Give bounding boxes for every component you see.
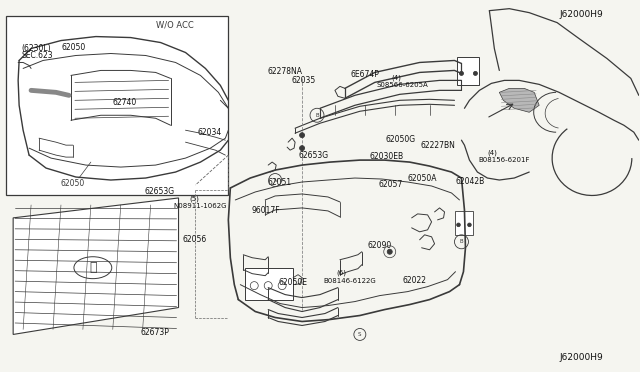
Text: 62050A: 62050A: [408, 174, 438, 183]
Text: (4): (4): [487, 150, 497, 156]
Text: B08146-6122G: B08146-6122G: [323, 278, 376, 283]
Text: (6): (6): [336, 270, 346, 276]
Text: B: B: [460, 239, 463, 244]
Circle shape: [474, 71, 477, 76]
Text: 62653G: 62653G: [145, 187, 175, 196]
Text: 62042B: 62042B: [455, 177, 484, 186]
Text: 62057: 62057: [379, 180, 403, 189]
Text: 62056: 62056: [183, 235, 207, 244]
Text: (6230L): (6230L): [22, 44, 51, 52]
Circle shape: [457, 223, 460, 227]
Circle shape: [300, 146, 305, 151]
Text: 62673P: 62673P: [140, 328, 169, 337]
Text: 62050G: 62050G: [385, 135, 415, 144]
Text: 62090: 62090: [368, 241, 392, 250]
Text: 62035: 62035: [291, 76, 316, 85]
Text: J62000H9: J62000H9: [559, 353, 603, 362]
Text: B08156-6201F: B08156-6201F: [478, 157, 530, 163]
Circle shape: [460, 71, 463, 76]
Circle shape: [387, 249, 392, 254]
Bar: [245, 268, 293, 299]
Text: 96017F: 96017F: [251, 206, 280, 215]
Bar: [456, 211, 474, 235]
Text: 6E674P: 6E674P: [351, 70, 380, 79]
Bar: [6, 16, 228, 195]
Polygon shape: [13, 198, 179, 334]
Text: J62000H9: J62000H9: [559, 10, 603, 19]
Text: (5): (5): [189, 196, 199, 202]
Text: SEC.623: SEC.623: [22, 51, 53, 60]
Text: (4): (4): [392, 74, 401, 81]
Text: N08911-1062G: N08911-1062G: [173, 203, 227, 209]
Text: S: S: [358, 332, 362, 337]
Text: 62278NA: 62278NA: [268, 67, 303, 76]
Text: 62653G: 62653G: [299, 151, 329, 160]
Text: 62227BN: 62227BN: [420, 141, 456, 150]
Text: 62034: 62034: [198, 128, 222, 137]
Circle shape: [468, 223, 471, 227]
Text: 62050: 62050: [61, 179, 85, 187]
Text: W/O ACC: W/O ACC: [156, 20, 193, 30]
Text: 62050E: 62050E: [278, 278, 308, 287]
Text: B: B: [315, 113, 319, 118]
Text: 62022: 62022: [403, 276, 427, 285]
Text: 62740: 62740: [113, 98, 137, 107]
Text: 62051: 62051: [268, 178, 292, 187]
Text: ⬦: ⬦: [89, 261, 97, 274]
Polygon shape: [499, 89, 539, 112]
Text: N: N: [273, 177, 277, 183]
Text: 62050: 62050: [62, 42, 86, 51]
Circle shape: [300, 133, 305, 138]
Text: S08566-6205A: S08566-6205A: [376, 82, 428, 88]
Ellipse shape: [74, 257, 112, 279]
Text: 62030EB: 62030EB: [370, 152, 404, 161]
Bar: [458, 58, 479, 86]
